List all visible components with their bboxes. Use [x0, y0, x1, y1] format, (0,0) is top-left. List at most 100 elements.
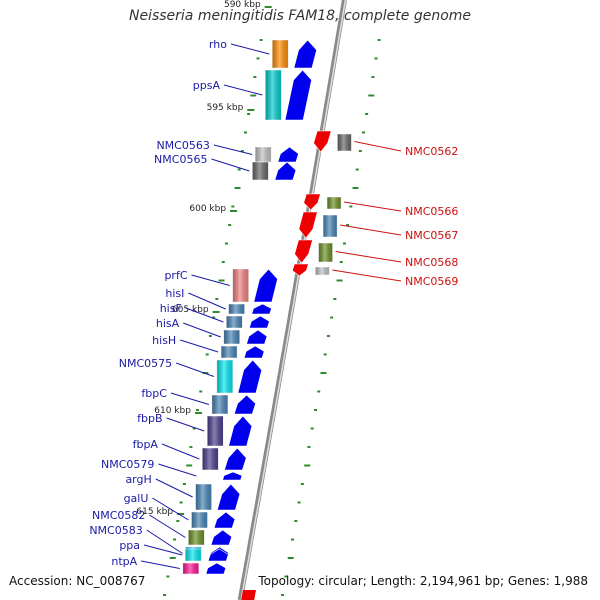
- gene-arrow[interactable]: [274, 161, 297, 181]
- forward-gene-nmc0583[interactable]: NMC0583: [89, 524, 230, 561]
- forward-gene-hisi[interactable]: hisI: [165, 287, 272, 315]
- gene-label: NMC0579: [101, 458, 154, 471]
- gene-arrow-fragment: [241, 590, 256, 600]
- forward-gene-hish[interactable]: hisH: [152, 334, 265, 359]
- forward-gene-argh[interactable]: argH: [125, 473, 241, 511]
- gene-arrow[interactable]: [303, 193, 321, 211]
- cog-shading: [216, 360, 233, 393]
- gene-arrow[interactable]: [291, 263, 309, 277]
- gene-label: NMC0568: [405, 256, 458, 269]
- label-leader: [185, 307, 224, 323]
- gene-label: fbpA: [133, 438, 159, 451]
- cog-shading: [188, 530, 205, 545]
- label-leader: [143, 544, 183, 556]
- forward-gene-ntpa[interactable]: ntpA: [111, 555, 227, 575]
- gene-arrow[interactable]: [243, 345, 265, 359]
- gene-label: argH: [125, 473, 151, 486]
- accession-label: Accession: NC_008767: [9, 574, 146, 588]
- gene-label: hisI: [165, 287, 184, 300]
- label-leader: [166, 417, 205, 432]
- cog-shading: [207, 416, 224, 446]
- forward-gene-fbpb[interactable]: fbpB: [137, 412, 253, 447]
- cog-shading: [221, 346, 238, 358]
- cog-shading: [252, 162, 269, 180]
- cog-shading: [226, 316, 243, 328]
- gene-arrow[interactable]: [216, 483, 241, 511]
- cog-shading: [337, 134, 352, 151]
- gene-arrow[interactable]: [205, 562, 227, 575]
- forward-gene-prfc[interactable]: prfC: [164, 268, 278, 303]
- label-leader: [213, 144, 253, 155]
- cog-shading: [185, 549, 202, 561]
- forward-gene-nmc0563[interactable]: NMC0563: [156, 139, 299, 163]
- forward-gene-rho[interactable]: rho: [209, 38, 317, 69]
- gene-arrow[interactable]: [284, 69, 312, 121]
- reverse-strand-genes: NMC0562 NMC0566 NMC0567 NMC0568 NMC0569: [241, 130, 459, 600]
- label-leader: [170, 392, 210, 405]
- gene-arrow[interactable]: [213, 511, 236, 529]
- tick-marks: [163, 39, 381, 596]
- gene-label: ntpA: [111, 555, 137, 568]
- gene-arrow[interactable]: [233, 394, 256, 415]
- label-leader: [161, 443, 200, 460]
- gene-label: NMC0575: [119, 357, 172, 370]
- gene-arrow[interactable]: [210, 529, 233, 546]
- genome-backbone: [237, 0, 347, 600]
- forward-gene-nmc0579[interactable]: NMC0579: [101, 458, 243, 481]
- gene-arrow[interactable]: [248, 315, 270, 329]
- forward-gene-fbpc[interactable]: fbpC: [141, 387, 256, 415]
- forward-gene-fbpa[interactable]: fbpA: [133, 438, 247, 471]
- gene-label: prfC: [164, 269, 187, 282]
- gene-label: ppsA: [193, 79, 221, 92]
- gene-arrow[interactable]: [253, 268, 278, 303]
- gene-arrow[interactable]: [277, 146, 299, 163]
- forward-gene-hisa[interactable]: hisA: [156, 317, 268, 345]
- gene-arrow[interactable]: [207, 548, 229, 562]
- gene-label: NMC0567: [405, 229, 458, 242]
- gene-label: hisF: [160, 302, 182, 315]
- label-leader: [141, 560, 180, 569]
- forward-gene-ppa[interactable]: ppa: [119, 539, 229, 562]
- gene-arrow[interactable]: [251, 303, 272, 315]
- genome-summary: Topology: circular; Length: 2,194,961 bp…: [258, 574, 588, 588]
- cog-shading: [255, 147, 272, 162]
- label-leader: [176, 362, 215, 377]
- forward-gene-nmc0565[interactable]: NMC0565: [154, 153, 297, 181]
- label-leader: [180, 339, 219, 353]
- scale-label: 590 kbp: [224, 0, 261, 10]
- gene-arrow[interactable]: [223, 447, 247, 471]
- scale-label: 595 kbp: [207, 103, 244, 113]
- cog-shading: [327, 197, 342, 209]
- gene-arrow[interactable]: [313, 130, 332, 153]
- cog-shading: [182, 563, 199, 574]
- gene-arrow[interactable]: [294, 239, 313, 264]
- gene-arrow[interactable]: [222, 471, 243, 481]
- gene-label: NMC0562: [405, 145, 458, 158]
- gene-arrow[interactable]: [293, 39, 317, 69]
- gene-arrow[interactable]: [298, 211, 318, 239]
- forward-gene-hisf[interactable]: hisF: [160, 302, 270, 329]
- cog-shading: [265, 70, 282, 120]
- forward-gene-ppsa[interactable]: ppsA: [193, 69, 312, 121]
- cog-shading: [323, 215, 338, 237]
- reverse-gene-nmc0562[interactable]: NMC0562: [313, 130, 459, 158]
- forward-gene-nmc0575[interactable]: NMC0575: [119, 357, 263, 394]
- reverse-gene-nmc0567[interactable]: NMC0567: [298, 211, 459, 242]
- backbone-line: [237, 0, 347, 600]
- cog-shading: [223, 330, 240, 344]
- reverse-gene-nmc0566[interactable]: NMC0566: [303, 193, 459, 218]
- forward-gene-galu[interactable]: galU: [124, 492, 236, 529]
- gene-arrow[interactable]: [246, 329, 268, 345]
- gene-arrow[interactable]: [228, 415, 253, 447]
- reverse-gene-nmc0569[interactable]: NMC0569: [291, 263, 458, 288]
- gene-arrow[interactable]: [237, 359, 263, 394]
- gene-label: NMC0566: [405, 205, 458, 218]
- gene-label: NMC0583: [89, 524, 142, 537]
- scale-label: 610 kbp: [154, 406, 191, 416]
- label-leader: [158, 463, 197, 477]
- gene-label: NMC0565: [154, 153, 207, 166]
- label-leader: [230, 43, 270, 55]
- label-leader: [223, 84, 263, 96]
- reverse-gene-nmc0568[interactable]: NMC0568: [294, 239, 459, 269]
- forward-gene-nmc0582[interactable]: NMC0582: [92, 509, 233, 546]
